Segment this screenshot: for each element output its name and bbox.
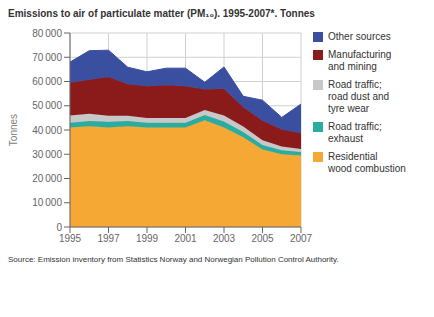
svg-text:1999: 1999 xyxy=(136,233,159,244)
svg-text:0: 0 xyxy=(56,222,62,233)
html-text:Emissions to air of particulat: Emissions to air of particulate matter (… xyxy=(8,8,315,19)
svg-text:30 000: 30 000 xyxy=(32,149,62,160)
svg-text:1997: 1997 xyxy=(97,233,120,244)
svg-text:2005: 2005 xyxy=(251,233,274,244)
html-text:Residential wood combustion: Residential wood combustion xyxy=(328,151,406,174)
svg-text:80 000: 80 000 xyxy=(32,28,62,39)
svg-text:Tonnes: Tonnes xyxy=(8,114,19,146)
html-text:Source: Emission inventory fro: Source: Emission inventory from Statisti… xyxy=(8,255,339,264)
html-text:Road traffic; road dust and ty: Road traffic; road dust and tyre wear xyxy=(328,79,390,114)
svg-text:10 000: 10 000 xyxy=(32,197,62,208)
svg-text:40 000: 40 000 xyxy=(32,125,62,136)
html-text:Road traffic; exhaust: Road traffic; exhaust xyxy=(328,121,382,144)
svg-text:20 000: 20 000 xyxy=(32,173,62,184)
svg-text:2001: 2001 xyxy=(174,233,197,244)
svg-text:2007: 2007 xyxy=(290,233,313,244)
svg-text:2003: 2003 xyxy=(213,233,236,244)
html-text:Other sources: Other sources xyxy=(328,31,391,42)
svg-text:70 000: 70 000 xyxy=(32,52,62,63)
svg-text:60 000: 60 000 xyxy=(32,76,62,87)
svg-text:1995: 1995 xyxy=(59,233,82,244)
html-text:Manufacturing and mining: Manufacturing and mining xyxy=(328,49,392,72)
svg-text:50 000: 50 000 xyxy=(32,100,62,111)
